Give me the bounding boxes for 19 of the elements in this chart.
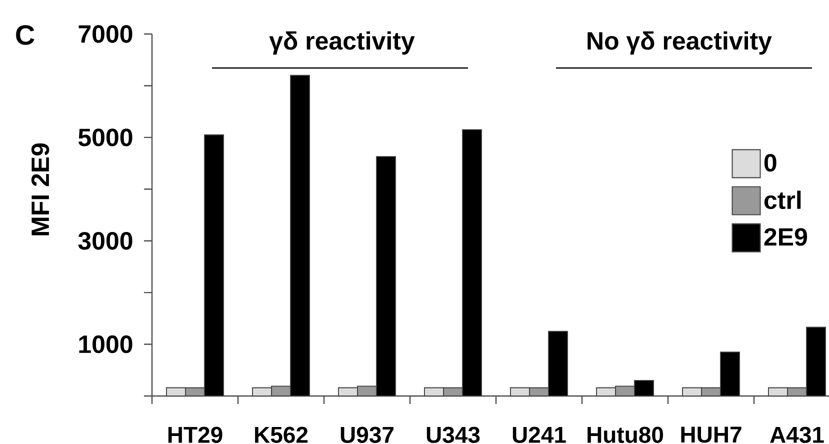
x-tick-label: HUH7 xyxy=(681,426,742,443)
x-tick-label: U937 xyxy=(340,426,394,444)
annotation: γδ reactivity xyxy=(269,31,415,55)
legend-label: ctrl xyxy=(764,190,801,210)
x-tick-label: U343 xyxy=(426,426,480,444)
y-tick-label: 5000 xyxy=(78,128,132,146)
y-tick-label: 3000 xyxy=(78,232,132,250)
x-tick-label: A431 xyxy=(770,426,824,444)
legend-label: 2E9 xyxy=(764,228,808,246)
annotation: No γδ reactivity xyxy=(588,31,772,55)
text: C xyxy=(16,25,34,45)
y-tick-label: 1000 xyxy=(79,335,132,354)
x-tick-label: Hutu80 xyxy=(588,426,664,443)
y-tick-label: 7000 xyxy=(78,25,132,43)
x-tick-label: K562 xyxy=(255,426,308,443)
x-tick-label: HT29 xyxy=(168,426,222,443)
x-tick-label: U241 xyxy=(512,426,566,443)
y-axis-title: MFI 2E9 xyxy=(31,143,50,236)
legend-label: 0 xyxy=(764,154,776,172)
